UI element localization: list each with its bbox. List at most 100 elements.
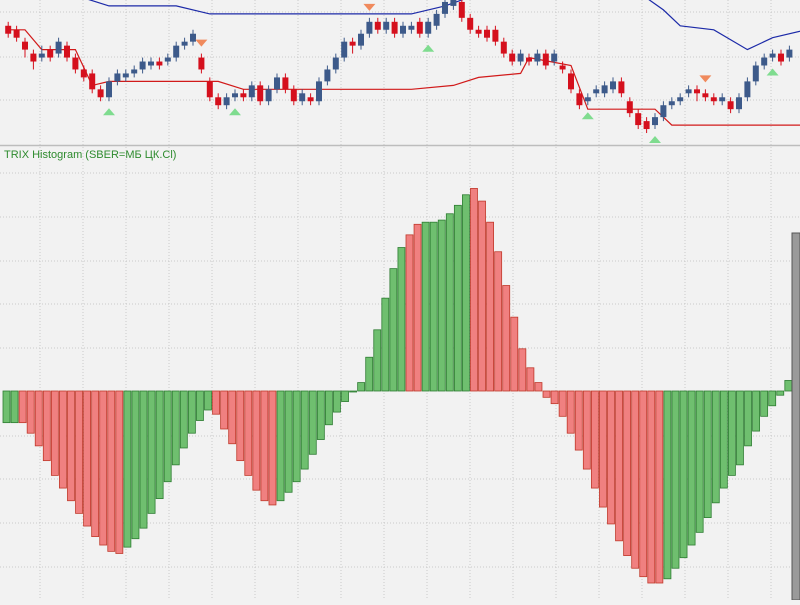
candle-body <box>526 57 532 62</box>
histogram-bar <box>776 390 785 396</box>
candle-body <box>694 89 700 94</box>
candle-body <box>534 53 541 62</box>
histogram-bar <box>558 390 567 417</box>
candle-body <box>677 97 684 102</box>
candle-body <box>500 41 507 54</box>
histogram-bar <box>752 390 760 432</box>
vertical-scrollbar[interactable] <box>791 232 800 601</box>
sell-signal-marker <box>195 39 208 47</box>
candle-body <box>542 53 549 66</box>
histogram-bar <box>679 390 688 559</box>
buy-signal-marker <box>229 108 241 116</box>
histogram-bar <box>83 390 91 527</box>
candle-body <box>484 29 490 38</box>
candle-body <box>215 97 222 106</box>
histogram-bar <box>510 316 519 392</box>
candle-body <box>232 93 238 98</box>
candle-body <box>416 21 423 34</box>
candle-body <box>22 41 28 50</box>
histogram-bar <box>349 390 357 393</box>
candle-body <box>425 21 432 34</box>
candle-body <box>64 45 70 58</box>
buy-signal-marker <box>422 44 435 52</box>
candle-body <box>769 53 776 58</box>
histogram-bar <box>316 390 325 440</box>
candle-body <box>786 49 793 58</box>
histogram-bar <box>179 390 188 449</box>
candle-body <box>475 29 482 34</box>
histogram-bar <box>744 390 752 447</box>
candle-body <box>660 105 667 118</box>
buy-signal-marker <box>103 108 115 116</box>
histogram-bar <box>599 390 607 508</box>
candle-body <box>744 81 751 98</box>
candle-body <box>467 17 474 30</box>
histogram-bar <box>123 390 132 548</box>
histogram-bar <box>429 221 438 392</box>
candle-body <box>618 81 625 94</box>
candle-body <box>290 89 297 102</box>
histogram-bar <box>34 390 43 447</box>
lower-band-line <box>8 29 800 126</box>
candle-body <box>383 21 390 30</box>
histogram-bar <box>373 329 382 392</box>
histogram-bar <box>566 390 575 434</box>
histogram-bar <box>470 188 478 392</box>
histogram-bar <box>542 390 551 398</box>
candle-body <box>433 13 440 26</box>
histogram-bar <box>719 390 728 489</box>
sell-signal-marker <box>699 75 712 83</box>
histogram-bar <box>631 390 640 569</box>
candle-body <box>668 101 675 106</box>
candle-body <box>341 41 348 58</box>
histogram-bar <box>590 390 599 489</box>
histogram-bar <box>623 390 632 556</box>
candle-body <box>652 117 658 126</box>
histogram-bar <box>574 390 583 451</box>
candle-body <box>610 81 616 90</box>
candle-body <box>156 61 163 66</box>
candle-body <box>206 81 213 98</box>
histogram-bar <box>486 221 495 392</box>
candle-body <box>778 53 784 62</box>
candle-body <box>349 41 356 46</box>
candle-body <box>89 73 96 90</box>
histogram-bar <box>131 390 140 540</box>
histogram-bar <box>389 268 398 392</box>
candle-body <box>274 77 280 90</box>
candle-body <box>727 101 734 110</box>
histogram-bar <box>236 390 245 462</box>
histogram-bar <box>99 390 108 546</box>
histogram-bar <box>445 213 454 392</box>
histogram-bar <box>155 390 164 500</box>
candle-body <box>450 0 457 6</box>
histogram-bar <box>647 390 656 584</box>
candle-body <box>265 89 272 102</box>
histogram-bar <box>244 390 253 476</box>
histogram-bar <box>220 390 229 430</box>
histogram-bar <box>2 390 11 424</box>
candle-body <box>299 93 306 102</box>
candle-body <box>316 81 322 102</box>
upper-band-line <box>88 0 800 51</box>
histogram-bar <box>655 390 664 584</box>
histogram-bar <box>268 390 277 506</box>
candle-body <box>593 89 600 94</box>
histogram-bar <box>768 390 777 407</box>
histogram-bar <box>526 367 535 392</box>
histogram-bar <box>639 390 648 578</box>
candle-body <box>307 97 314 102</box>
candle-body <box>240 93 247 98</box>
buy-signal-marker <box>766 68 779 76</box>
histogram-bar <box>582 390 591 470</box>
candle-body <box>568 73 574 90</box>
histogram-bar <box>196 390 204 421</box>
histogram-bar <box>107 390 116 552</box>
histogram-bar <box>115 390 124 554</box>
buy-signal-marker <box>649 136 661 144</box>
histogram-bar <box>550 390 559 405</box>
histogram-bar <box>42 390 51 462</box>
histogram-bar <box>252 390 261 491</box>
histogram-bar <box>228 390 237 445</box>
